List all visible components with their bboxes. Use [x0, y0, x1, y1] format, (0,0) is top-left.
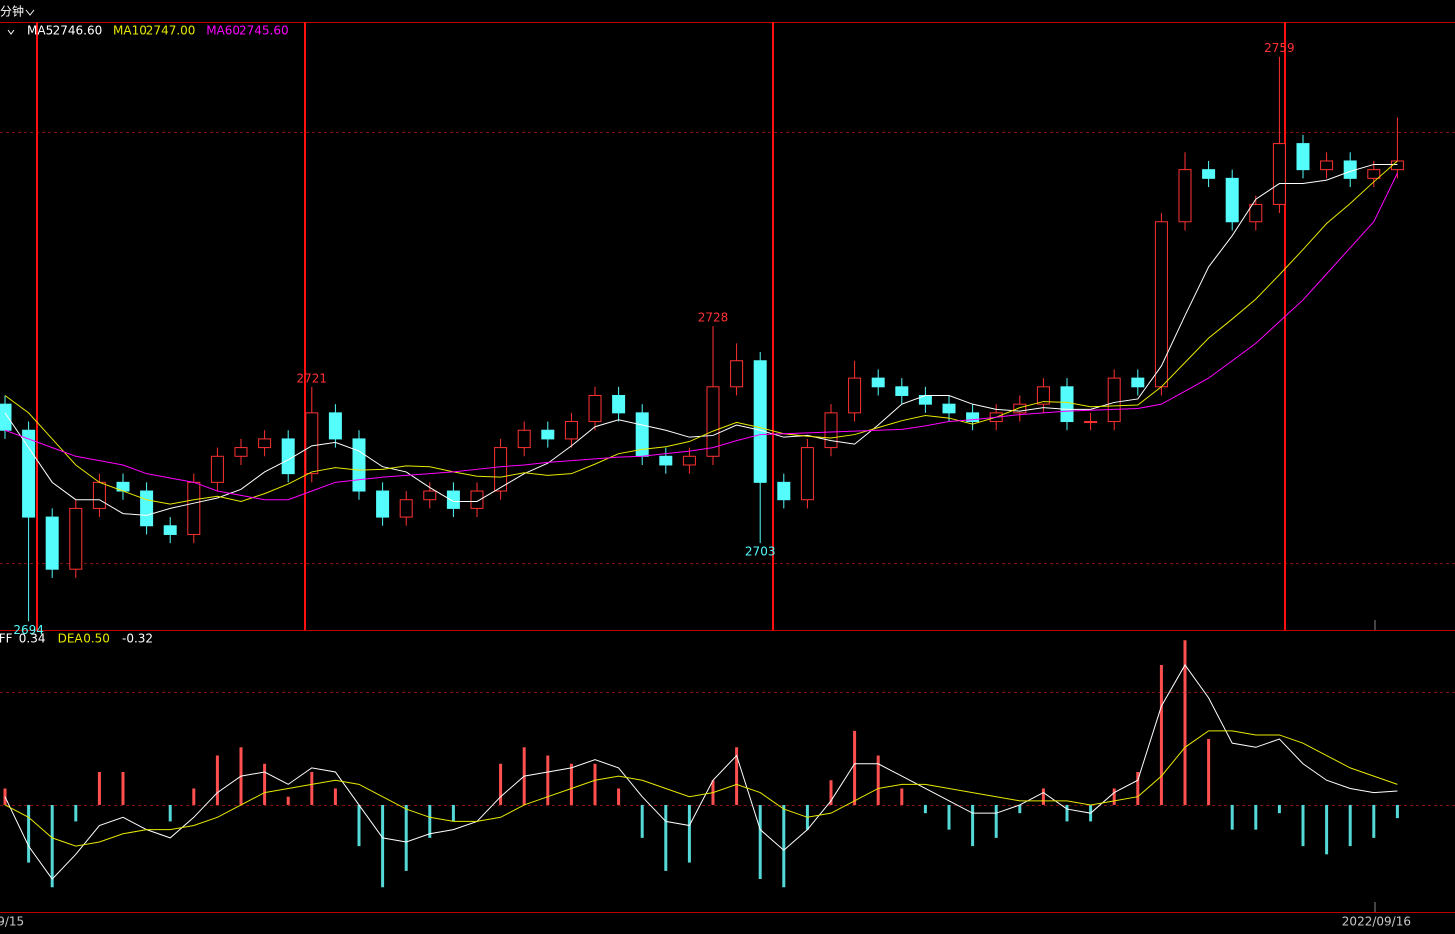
low-label: 2694: [13, 623, 44, 637]
candle-body: [163, 525, 177, 535]
candle-body: [0, 403, 12, 431]
candle-body: [1013, 403, 1027, 414]
candle-body: [22, 429, 36, 518]
candle-body: [753, 360, 767, 483]
candle-body: [399, 499, 413, 518]
candle-body: [824, 412, 838, 449]
high-label: 2728: [698, 311, 729, 325]
candle-body: [1272, 143, 1286, 205]
candle-body: [92, 481, 106, 509]
candle-body: [423, 490, 437, 501]
candle-body: [376, 490, 390, 518]
candle-body: [871, 377, 885, 388]
legend-value: 2745.60: [239, 24, 289, 38]
candle-body: [1131, 377, 1145, 388]
candle-body: [494, 447, 508, 492]
candle-body: [895, 386, 909, 396]
candle-body: [187, 481, 201, 535]
x-tick-label: 2022/09/16: [1342, 915, 1411, 929]
candle-body: [800, 447, 814, 501]
candle-body: [612, 394, 626, 414]
candle-body: [69, 507, 83, 570]
candle-body: [1107, 377, 1121, 423]
candle-body: [470, 490, 484, 509]
candle-body: [564, 421, 578, 440]
candle-body: [1320, 160, 1334, 171]
ma-line: [4, 172, 1398, 501]
ma-line: [4, 160, 1398, 505]
legend-value: 0.34: [19, 632, 46, 646]
candle-body: [777, 481, 791, 501]
legend-value: -0.32: [122, 632, 153, 646]
candle-body: [682, 455, 696, 466]
macd-line: [4, 664, 1398, 880]
candle-body: [1084, 421, 1098, 424]
candle-body: [45, 516, 59, 570]
candle-body: [730, 360, 744, 388]
candle-body: [258, 438, 272, 449]
candle-body: [1367, 169, 1381, 179]
candle-body: [234, 447, 248, 457]
legend-value: 2747.00: [146, 24, 196, 38]
legend-value: 0.50: [83, 632, 110, 646]
candle-body: [352, 438, 366, 492]
dropdown-arrow[interactable]: [25, 9, 35, 16]
candle-body: [1225, 177, 1239, 223]
legend-name: MA60: [206, 24, 240, 38]
candle-body: [281, 438, 295, 475]
legend-name: MA5: [27, 24, 53, 38]
candle-body: [966, 412, 980, 423]
candle-body: [210, 455, 224, 483]
candle-body: [1178, 169, 1192, 223]
candle-body: [848, 377, 862, 414]
candle-body: [1060, 386, 1074, 423]
legend-name: DEA: [58, 632, 84, 646]
candle-body: [659, 455, 673, 466]
candle-body: [541, 429, 555, 440]
candle-body: [446, 490, 460, 509]
candle-body: [140, 490, 154, 527]
candle-body: [588, 394, 602, 423]
x-tick-label: 2022/09/15: [0, 915, 24, 929]
high-label: 2721: [297, 371, 328, 385]
candle-body: [1249, 203, 1263, 223]
candle-body: [517, 429, 531, 449]
legend-name: MA10: [113, 24, 147, 38]
candle-body: [305, 412, 319, 475]
candle-body: [942, 403, 956, 414]
candle-body: [706, 386, 720, 457]
candle-body: [1202, 169, 1216, 179]
dropdown-arrow: [7, 29, 15, 35]
candle-body: [1154, 221, 1168, 388]
candle-body: [1296, 143, 1310, 171]
legend-name: DIFF: [0, 632, 13, 646]
legend-value: 2746.60: [53, 24, 103, 38]
candle-body: [328, 412, 342, 440]
period-selector[interactable]: 分钟: [0, 4, 24, 19]
low-label: 2703: [745, 545, 776, 559]
candle-body: [1036, 386, 1050, 405]
macd-line: [4, 730, 1398, 847]
high-label: 2759: [1264, 41, 1295, 55]
